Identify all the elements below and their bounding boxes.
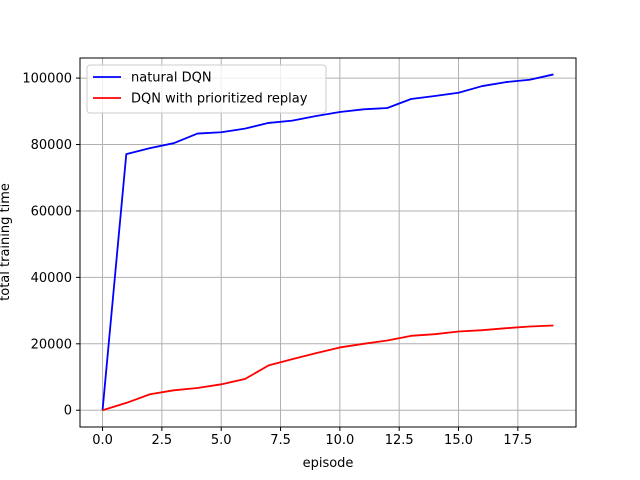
x-tick-label: 2.5	[152, 433, 173, 448]
x-tick-label: 0.0	[92, 433, 113, 448]
series-line-2	[102, 324, 554, 412]
series-lines	[101, 73, 554, 412]
y-axis-label: total training time	[0, 183, 13, 301]
x-tick-label: 15.0	[444, 433, 473, 448]
y-axis-ticks: 0 20000 40000 60000 80000 100000	[22, 72, 80, 419]
legend: natural DQN DQN with prioritized replay	[86, 64, 327, 114]
x-tick-label: 12.5	[385, 433, 414, 448]
y-tick-label: 20000	[31, 337, 72, 352]
legend-label: DQN with prioritized replay	[131, 92, 308, 107]
x-tick-label: 7.5	[270, 433, 291, 448]
x-tick-label: 10.0	[325, 433, 354, 448]
x-tick-label: 17.5	[503, 433, 532, 448]
y-tick-label: 0	[64, 404, 72, 419]
y-tick-label: 80000	[31, 138, 72, 153]
grid-lines	[80, 58, 576, 427]
legend-label: natural DQN	[131, 71, 212, 86]
series-line-1	[101, 73, 554, 411]
plot-frame	[79, 57, 577, 428]
y-tick-label: 100000	[22, 72, 72, 87]
y-tick-label: 40000	[31, 271, 72, 286]
x-axis-ticks: 0.0 2.5 5.0 7.5 10.0 12.5 15.0 17.5	[92, 427, 532, 448]
legend-box	[86, 64, 327, 114]
x-axis-label: episode	[303, 456, 354, 471]
x-tick-label: 5.0	[211, 433, 232, 448]
y-tick-label: 60000	[31, 204, 72, 219]
